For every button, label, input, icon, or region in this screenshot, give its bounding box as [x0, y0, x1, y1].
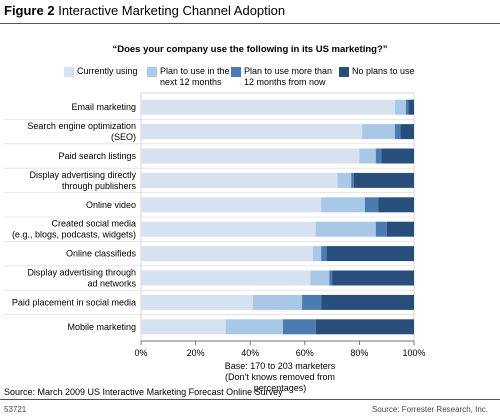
top-rule — [0, 23, 500, 24]
x-tick-label: 100% — [402, 348, 425, 358]
bar-segment-2 — [359, 148, 376, 164]
legend-swatch-no-plans — [339, 67, 349, 77]
legend-swatch-currently-using — [64, 67, 74, 77]
bar-segment-3 — [405, 99, 409, 115]
x-tick-label: 20% — [187, 348, 205, 358]
bar-segment-2 — [337, 172, 352, 188]
bar-segment-2 — [394, 99, 406, 115]
bottom-rule — [0, 399, 500, 400]
category-label: Created social media (e.g., blogs, podcas… — [12, 219, 136, 240]
bar-segment-1 — [141, 197, 322, 213]
chart-title: “Does your company use the following in … — [112, 44, 388, 55]
bar-segment-3 — [351, 172, 354, 188]
x-tick-label: 40% — [241, 348, 259, 358]
bar-segment-4 — [386, 221, 414, 237]
bar-segment-4 — [326, 246, 414, 262]
category-label: Display advertising through ad networks — [27, 268, 136, 289]
legend-swatch-plan-more-than-12-months — [231, 67, 241, 77]
category-label: Paid placement in social media — [12, 297, 136, 307]
legend-label-plan-more-than-12-months: Plan to use more than 12 months from now — [244, 66, 333, 87]
figure-id: 53721 — [4, 405, 27, 414]
bar-segment-4 — [400, 124, 414, 140]
bar-segment-2 — [362, 124, 395, 140]
bar-segment-1 — [141, 246, 313, 262]
bar-segment-2 — [310, 270, 330, 286]
x-tick-label: 80% — [350, 348, 368, 358]
bar-segment-2 — [312, 246, 322, 262]
category-label: Online classifieds — [66, 249, 137, 259]
legend-label-no-plans: No plans to use — [352, 66, 415, 76]
bar-segment-4 — [381, 148, 414, 164]
bar-segment-3 — [375, 221, 387, 237]
bar-segment-1 — [141, 221, 316, 237]
bar-segment-1 — [141, 270, 311, 286]
bar-segment-2 — [315, 221, 376, 237]
bar-segment-1 — [141, 148, 360, 164]
credit: Source: Forrester Research, Inc. — [371, 405, 488, 414]
bar-segment-4 — [378, 197, 414, 213]
bar-segment-4 — [315, 319, 414, 335]
base-note: Base: 170 to 203 marketers (Don’t knows r… — [200, 361, 360, 394]
figure-number: Figure 2 — [4, 3, 55, 18]
legend-label-currently-using: Currently using — [77, 66, 138, 76]
bar-segment-2 — [225, 319, 283, 335]
bar-segment-3 — [321, 246, 327, 262]
source-note: Source: March 2009 US Interactive Market… — [4, 387, 283, 397]
bar-segment-1 — [141, 124, 363, 140]
bar-segment-4 — [408, 99, 414, 115]
category-label: Online video — [86, 200, 136, 210]
bar-segment-3 — [302, 294, 322, 310]
bar-segment-3 — [375, 148, 382, 164]
bar-segment-3 — [282, 319, 316, 335]
x-tick-label: 60% — [296, 348, 314, 358]
category-label: Paid search listings — [58, 151, 136, 161]
legend-label-plan-next-12-months: Plan to use in the next 12 months — [160, 66, 230, 87]
bar-segment-3 — [364, 197, 379, 213]
bar-segment-4 — [332, 270, 414, 286]
bar-segment-3 — [329, 270, 333, 286]
bar-segment-3 — [394, 124, 401, 140]
bar-segment-1 — [141, 319, 226, 335]
category-label: Display advertising directly through publ… — [29, 170, 136, 191]
category-label: Mobile marketing — [67, 322, 136, 332]
figure-title: Interactive Marketing Channel Adoption — [58, 3, 286, 18]
bar-segment-1 — [141, 294, 253, 310]
bar-segment-4 — [353, 172, 414, 188]
base-note-line: (Don’t knows removed from percentages) — [224, 372, 336, 393]
x-tick-label: 0% — [134, 348, 147, 358]
bar-segment-1 — [141, 99, 395, 115]
base-note-line: Base: 170 to 203 marketers — [224, 361, 336, 371]
legend-swatch-plan-next-12-months — [147, 67, 157, 77]
bar-segment-2 — [252, 294, 303, 310]
figure-header: Figure 2 Interactive Marketing Channel A… — [4, 3, 285, 18]
bar-segment-1 — [141, 172, 338, 188]
bar-segment-4 — [321, 294, 414, 310]
bar-segment-2 — [321, 197, 365, 213]
category-label: Search engine optimization (SEO) — [27, 121, 136, 142]
category-label: Email marketing — [71, 102, 136, 112]
